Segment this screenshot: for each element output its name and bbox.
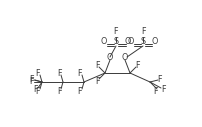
- Text: F: F: [114, 28, 118, 36]
- Text: F: F: [29, 77, 33, 86]
- Text: F: F: [158, 75, 162, 83]
- Text: O: O: [101, 37, 107, 46]
- Text: F: F: [136, 60, 140, 69]
- Text: F: F: [95, 60, 99, 69]
- Text: F: F: [33, 84, 37, 93]
- Text: F: F: [57, 68, 61, 77]
- Text: S: S: [114, 37, 119, 46]
- Text: F: F: [161, 85, 165, 94]
- Text: S: S: [140, 37, 146, 46]
- Text: F: F: [30, 75, 34, 83]
- Text: F: F: [95, 76, 99, 85]
- Text: F: F: [78, 86, 82, 96]
- Text: F: F: [141, 28, 145, 36]
- Text: F: F: [57, 86, 61, 96]
- Text: F: F: [78, 68, 82, 77]
- Text: F: F: [36, 86, 40, 96]
- Text: F: F: [154, 86, 158, 96]
- Text: O: O: [107, 52, 113, 61]
- Text: O: O: [152, 37, 158, 46]
- Text: O: O: [125, 37, 131, 46]
- Text: F: F: [36, 68, 40, 77]
- Text: O: O: [128, 37, 134, 46]
- Text: O: O: [122, 52, 128, 61]
